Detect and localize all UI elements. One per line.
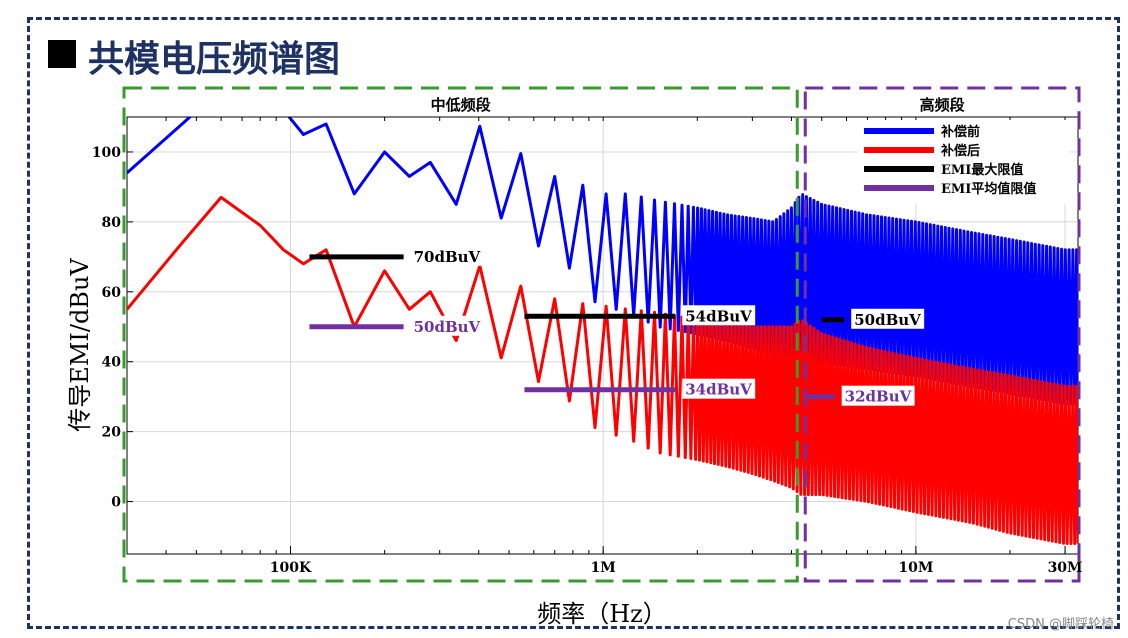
limit-label-bg xyxy=(682,305,756,326)
slide-title: 共模电压频谱图 xyxy=(88,39,341,80)
series-line-after xyxy=(127,195,1078,545)
max-limit-label: 54dBuV xyxy=(685,307,752,325)
x-axis-title: 频率（Hz） xyxy=(537,600,667,628)
limit-label-bg xyxy=(410,245,484,266)
avg-limit-label: 50dBuV xyxy=(414,318,481,336)
region-box-high xyxy=(803,86,1081,583)
region-label-high: 高频段 xyxy=(920,96,965,114)
region-box-low-mid xyxy=(122,86,799,583)
region-layer: 中低频段 高频段 xyxy=(122,86,1081,583)
series-layer xyxy=(127,117,1078,545)
y-tick-label: 40 xyxy=(102,355,122,371)
series-line-before xyxy=(127,117,1078,406)
limit-label-bg xyxy=(841,385,915,406)
axis-layer: 0 20 40 60 80 100 100K 1M 10M 30M xyxy=(92,117,1083,576)
y-axis-title: 传导EMI/dBuV xyxy=(66,258,94,432)
y-tick-label: 0 xyxy=(111,495,121,511)
slide-frame xyxy=(27,17,1120,629)
legend-label: EMI平均值限值 xyxy=(941,181,1036,197)
y-tick-label: 100 xyxy=(92,145,121,161)
x-tick-label: 30M xyxy=(1048,560,1083,576)
max-limit-label: 70dBuV xyxy=(414,248,481,266)
avg-limit-label: 32dBuV xyxy=(845,388,912,406)
region-label-low-mid: 中低频段 xyxy=(431,96,491,114)
y-tick-label: 80 xyxy=(102,215,122,231)
title-bullet xyxy=(48,40,76,68)
legend-label: 补偿后 xyxy=(940,143,980,159)
avg-limit-label: 34dBuV xyxy=(685,381,752,399)
limit-label-bg xyxy=(410,315,484,336)
limit-label-bg xyxy=(851,308,925,329)
limit-layer: 70dBuV 54dBuV 50dBuV 50dBuV 34dBuV 32dBuV xyxy=(309,245,925,406)
watermark: CSDN @脚踩轮椅 xyxy=(1007,617,1114,632)
y-tick-label: 20 xyxy=(102,425,122,441)
max-limit-label: 50dBuV xyxy=(854,311,921,329)
y-tick-label: 60 xyxy=(102,285,122,301)
legend-label: 补偿前 xyxy=(940,124,980,140)
x-tick-label: 10M xyxy=(898,560,933,576)
x-tick-label: 1M xyxy=(591,560,616,576)
x-tick-label: 100K xyxy=(270,560,312,576)
limit-label-bg xyxy=(682,378,756,399)
legend-label: EMI最大限值 xyxy=(941,162,1023,178)
